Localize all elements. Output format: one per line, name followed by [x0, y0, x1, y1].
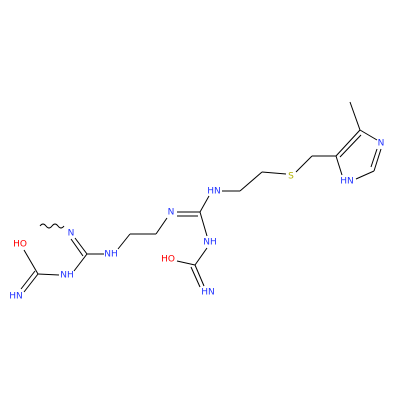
atom-label: NH — [203, 238, 217, 248]
atom-label: NH — [104, 250, 118, 260]
attachment-point — [39, 223, 65, 229]
atom-label: HN — [201, 288, 215, 298]
atom-label: HO — [13, 240, 27, 250]
atom-label: HO — [161, 255, 175, 265]
atom-label: HN — [207, 187, 221, 197]
atom-label: HN — [9, 292, 23, 302]
atom-label: NH — [60, 271, 74, 281]
atom-label: N — [168, 208, 175, 218]
atom-label: N — [68, 229, 75, 239]
atom-label: S — [288, 172, 294, 182]
bonds — [20, 101, 382, 293]
atom-label: HN — [340, 177, 354, 187]
atom-label: N — [378, 139, 385, 149]
atom-labels: N HO NH HN NH N HN NH HO HN S N HN — [9, 139, 384, 302]
